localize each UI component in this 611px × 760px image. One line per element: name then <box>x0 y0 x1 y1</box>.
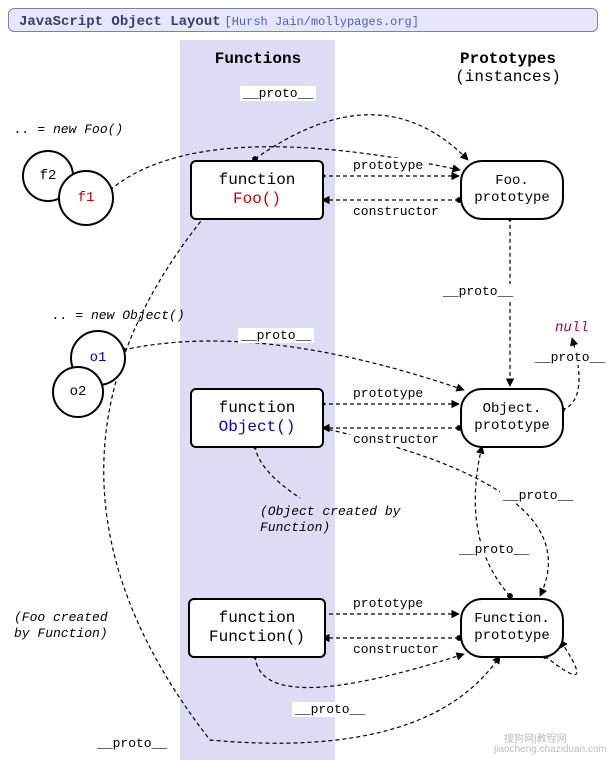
node-f1: f1 <box>58 170 114 226</box>
label-proto_foo_proto: prototype <box>350 158 426 173</box>
foo-proto-l1: Foo. <box>462 173 562 190</box>
label-proto_o1: __proto__ <box>238 328 314 343</box>
fn-obj-l1: function <box>192 399 322 418</box>
obj-proto-l1: Object. <box>462 401 562 418</box>
label-proto_fnFunction: __proto__ <box>292 702 368 717</box>
foo-proto-l2: prototype <box>462 190 562 207</box>
label-new_obj: .. = new Object() <box>52 308 185 324</box>
fn-fun-l1: function <box>190 609 324 628</box>
label-proto_obj_proto: prototype <box>350 386 426 401</box>
fn-foo-l2: Foo() <box>192 190 322 209</box>
label-proto_funProto_obj: __proto__ <box>456 542 532 557</box>
label-proto_fooProto_objProto: __proto__ <box>440 284 516 299</box>
label-proto_fun_proto: prototype <box>350 596 426 611</box>
node-foo-prototype: Foo. prototype <box>460 160 564 220</box>
title-sub: [Hursh Jain/mollypages.org] <box>225 15 419 29</box>
prototypes-header-sub: (instances) <box>408 68 608 86</box>
node-function-prototype: Function. prototype <box>460 598 564 658</box>
label-obj_created_by_fn: (Object created byFunction) <box>260 504 400 537</box>
node-fn-function: function Function() <box>188 598 326 658</box>
null-label: null <box>555 320 589 336</box>
functions-header: Functions <box>158 50 358 68</box>
label-o2: o2 <box>70 384 87 400</box>
obj-proto-l2: prototype <box>462 418 562 435</box>
title-main: JavaScript Object Layout <box>19 14 221 30</box>
title-bar: JavaScript Object Layout [Hursh Jain/mol… <box>8 8 598 32</box>
label-o1: o1 <box>90 350 107 366</box>
watermark-b: jiaocheng.chaziduan.com <box>494 744 607 755</box>
label-f2: f2 <box>40 168 57 184</box>
label-f1: f1 <box>78 190 95 206</box>
watermark-a: 搜狗网|教程网 <box>504 730 567 745</box>
fn-fun-l2: Function() <box>190 628 324 647</box>
label-ctor_fun: constructor <box>350 642 442 657</box>
node-object-prototype: Object. prototype <box>460 388 564 448</box>
label-foo_created_by_fn: (Foo createdby Function) <box>14 610 108 643</box>
fun-proto-l2: prototype <box>462 628 562 645</box>
label-proto_fnFoo_fun: __proto__ <box>500 488 576 503</box>
label-ctor_obj: constructor <box>350 432 442 447</box>
label-ctor_foo: constructor <box>350 204 442 219</box>
label-proto_bottom: __proto__ <box>94 736 170 751</box>
node-o2: o2 <box>52 366 104 418</box>
fun-proto-l1: Function. <box>462 611 562 628</box>
prototypes-header: Prototypes <box>408 50 608 68</box>
node-fn-object: function Object() <box>190 388 324 448</box>
fn-obj-l2: Object() <box>192 418 322 437</box>
label-new_foo: .. = new Foo() <box>14 122 123 138</box>
fn-foo-l1: function <box>192 171 322 190</box>
node-fn-foo: function Foo() <box>190 160 324 220</box>
label-null_proto: __proto__ <box>532 350 608 365</box>
label-proto1: __proto__ <box>240 86 316 101</box>
